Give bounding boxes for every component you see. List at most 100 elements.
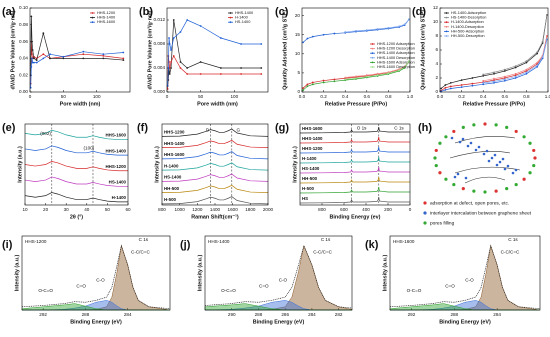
x-axis-label: Pore width (nm) (197, 101, 238, 107)
point (514, 66, 517, 69)
graphene-sheet (454, 166, 521, 174)
point (355, 77, 357, 80)
schematic-dot (434, 148, 438, 153)
schematic-dot (506, 164, 510, 168)
point (365, 29, 368, 32)
point (403, 66, 406, 69)
curve-label: HS-1400 (302, 166, 320, 171)
x-tick-label: 50 (61, 94, 67, 99)
x-tick-label: 60 (125, 207, 131, 212)
schematic-dot (452, 129, 456, 134)
y-tick-label: 12 (433, 5, 439, 10)
series-line (161, 151, 269, 160)
point (536, 65, 539, 68)
series-line (21, 244, 171, 310)
schematic-dot (444, 135, 448, 139)
x-tick-label: 800 (318, 207, 326, 212)
point (102, 54, 105, 57)
annotation: C 1s (394, 125, 404, 130)
plot-frame (24, 123, 129, 206)
point (35, 61, 38, 64)
legend-marker (445, 25, 448, 28)
legend-marker (445, 35, 448, 37)
point (168, 73, 171, 75)
x-tick-label: 0 (29, 94, 32, 99)
point (541, 40, 544, 43)
legend-marker (229, 12, 232, 14)
x-tick-label: 1600 (228, 207, 239, 212)
legend-marker (371, 43, 374, 45)
schematic-dot (483, 190, 487, 194)
series-line (167, 19, 262, 87)
curve-label: H-1400 (112, 195, 127, 200)
schematic-dot (472, 123, 476, 127)
point (31, 57, 33, 60)
point (199, 61, 202, 63)
plot-frame (166, 7, 269, 93)
point (186, 73, 189, 75)
y-tick-label: 0.008 (154, 41, 166, 46)
x-tick-label: 282 (335, 312, 343, 317)
point (514, 65, 517, 67)
x-axis-label: Binding Energy (eV) (253, 319, 305, 325)
series-line (299, 136, 410, 144)
x-tick-label: 284 (124, 312, 132, 317)
legend-label: HHS-1400 (235, 10, 254, 15)
legend-label: HHS-1200 Adsorption (377, 41, 415, 46)
point (449, 82, 452, 84)
plot-frame (204, 235, 353, 311)
point (82, 53, 85, 56)
point (30, 65, 33, 68)
series-line (161, 184, 269, 193)
schematic-dot (466, 144, 470, 148)
point (31, 61, 34, 64)
legend-label: HHS-1200 Desorption (377, 46, 415, 51)
point (306, 37, 309, 40)
series-line (299, 146, 410, 154)
schematic-dot (458, 140, 462, 144)
point (440, 87, 442, 90)
x-tick-label: 290 (228, 312, 236, 317)
point (546, 38, 548, 41)
point (62, 57, 65, 60)
point (30, 15, 33, 18)
y-tick-label: 0 (435, 89, 438, 94)
point (536, 64, 539, 67)
point (167, 67, 170, 69)
annotation: D (206, 128, 210, 133)
x-tick-label: 10 (22, 207, 28, 212)
x-tick-label: 292 (39, 312, 47, 317)
x-axis-label: Binding Energy (eV) (439, 319, 491, 325)
annotation: C=O (76, 284, 86, 289)
series-line (161, 162, 269, 171)
legend-label: HHS-1200 (97, 10, 116, 15)
schematic-dot (533, 156, 537, 160)
point (219, 73, 222, 75)
legend-dot (423, 201, 427, 205)
y-tick-label: 20 (295, 13, 301, 18)
series-line (24, 176, 128, 187)
point (172, 37, 175, 39)
legend-marker (371, 47, 374, 50)
point (444, 89, 447, 91)
point (387, 72, 390, 75)
schematic-dot (505, 125, 509, 129)
point (471, 84, 474, 87)
y-axis-label: Intensity (a.u.) (154, 146, 160, 183)
point (546, 35, 548, 37)
legend-label: H-1400-Desorption (451, 24, 484, 29)
schematic-dot (483, 122, 487, 126)
point (344, 78, 347, 81)
legend-marker (91, 16, 94, 19)
x-tick-label: 0.0 (437, 94, 444, 99)
legend-marker (371, 52, 374, 55)
annotation: C-O (465, 278, 474, 283)
point (33, 57, 35, 60)
x-tick-label: 0.2 (458, 94, 465, 99)
legend-dot (423, 221, 427, 225)
point (199, 73, 202, 75)
point (35, 59, 38, 61)
y-tick-label: 6 (435, 47, 438, 52)
point (186, 67, 189, 69)
